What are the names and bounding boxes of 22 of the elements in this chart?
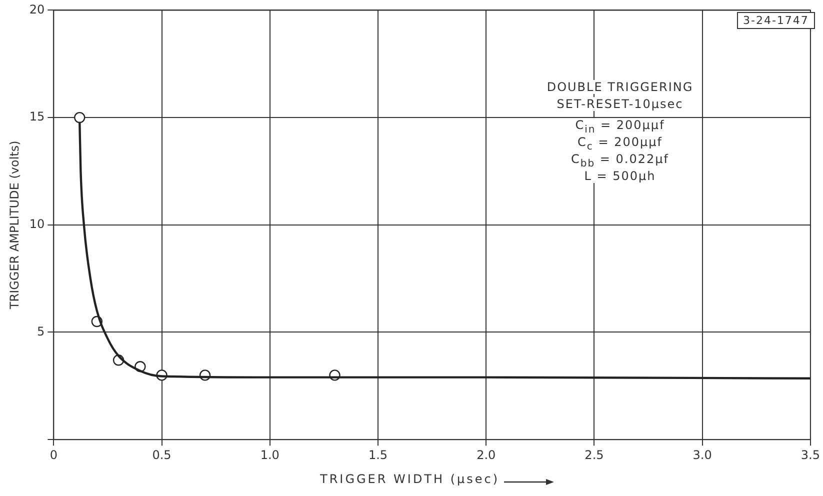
annotation: C$_{in}$ = 200µµf [573,118,667,136]
x-axis-title: TRIGGER WIDTH (µsec) [320,472,500,486]
annotation: L = 500µh [582,169,658,183]
annotation: C$_{bb}$ = 0.022µf [569,152,671,170]
x-tick-label: 3.5 [800,448,820,462]
annotation: SET-RESET-10µsec [554,97,686,111]
x-tick-label: 1.0 [260,448,280,462]
annotation: C$_{c}$ = 200µµf [576,135,664,152]
y-tick-label: 10 [29,217,45,232]
x-tick-label: 1.5 [368,448,388,462]
y-tick-label: 20 [29,2,45,16]
x-tick-label: 2.0 [476,448,496,462]
annotation: 3-24-1747 [737,12,815,29]
x-tick-label: 3.0 [692,448,712,462]
annotation: DOUBLE TRIGGERING [544,80,696,94]
y-axis-title: TRIGGER AMPLITUDE (volts) [7,140,22,310]
y-tick-label: 5 [37,324,45,338]
x-tick-label: 0.5 [152,448,172,462]
x-tick-label: 2.5 [584,448,604,462]
x-tick-label: 0 [50,448,58,462]
point [74,112,86,124]
y-tick-label: 15 [29,110,45,124]
